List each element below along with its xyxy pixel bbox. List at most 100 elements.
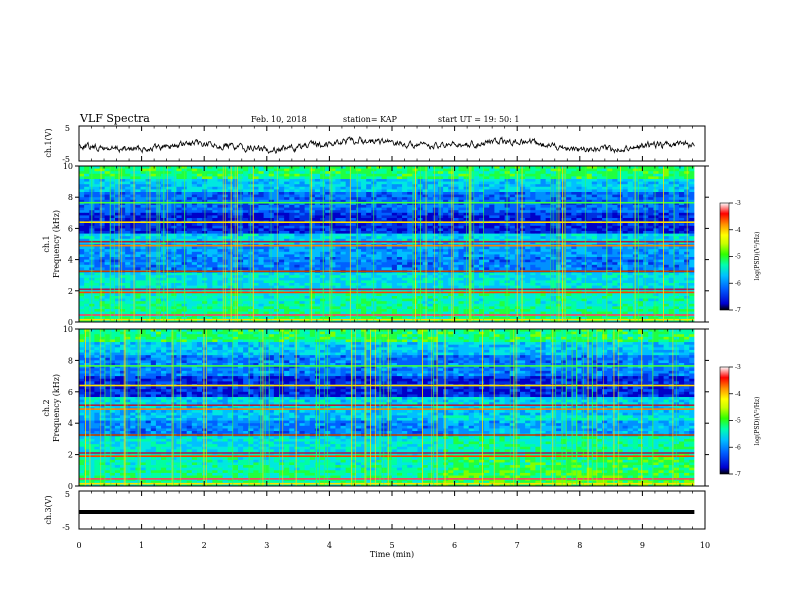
spectrogram-cell [391,176,398,180]
spectrogram-cell [494,205,500,208]
spectrogram-cell [145,249,152,253]
spectrogram-cell [109,233,116,237]
spectrogram-cell [622,212,629,216]
spectrogram-cell [109,241,116,245]
spectrogram-cell [437,168,444,172]
spectrogram-cell [361,257,367,260]
spectrogram-cell [591,254,598,258]
spectrogram-cell [484,223,490,227]
spectrogram-cell [366,236,372,240]
spectrogram-cell [355,262,362,266]
spectrogram-cell [448,264,454,268]
spectrogram-cell [643,238,649,242]
spectrogram-cell [658,259,664,263]
spectrogram-cell [114,236,121,240]
spectrogram-cell [381,171,388,175]
spectrogram-cell [135,238,141,242]
spectrogram-cell [150,181,157,185]
spectrogram-cell [309,223,316,227]
spectrogram-cell [530,223,536,227]
spectrogram-cell [355,179,362,182]
spectrogram-cell [166,236,172,240]
spectrogram-cell [407,168,413,172]
spectrogram-cell [207,264,213,268]
spectrogram-cell [396,171,403,175]
spectrogram-cell [299,236,306,240]
spectrogram-cell [458,168,464,172]
spectrogram-cell [99,168,106,172]
spectrogram-cell [99,272,106,276]
spectrogram-cell [520,184,526,188]
spectrogram-cell [622,225,629,229]
spectrogram-cell [643,264,649,268]
spectrogram-cell [294,181,300,185]
spectrogram-cell [361,218,367,221]
spectrogram-cell [591,194,598,198]
spectrogram-cell [668,210,675,214]
spectrogram-cell [499,197,506,201]
spectrogram-cell [253,249,259,253]
spectrogram-cell [586,231,593,234]
spectrogram-cell [586,166,593,169]
spectrogram-cell [427,257,434,260]
spectrogram-cell [494,223,500,227]
spectrogram-cell [478,259,485,263]
spectrogram-cell [294,199,300,203]
spectrogram-cell [489,171,495,175]
spectrogram-cell [561,181,567,185]
spectrogram-cell [258,186,265,190]
spectrogram-cell [478,210,485,214]
spectrogram-cell [386,210,393,214]
spectrogram-cell [350,168,357,172]
spectrogram-cell [212,186,218,190]
spectrogram-cell [658,254,664,258]
spectrogram-cell [104,246,111,250]
spectrogram-cell [689,254,695,258]
spectrogram-cell [94,179,100,182]
spectrogram-cell [191,207,198,211]
spectrogram-cell [314,199,321,203]
spectrogram-cell [212,262,218,266]
spectrogram-cell [443,251,449,255]
spectrogram-cell [499,236,506,240]
spectrogram-cell [366,186,372,190]
spectrogram-cell [499,251,506,255]
spectrogram-cell [540,176,547,180]
spectrogram-cell [243,189,249,193]
spectrogram-cell [166,233,172,237]
spectrogram-cell [566,181,572,185]
spectrogram-cell [345,199,352,203]
spectrogram-cell [391,254,398,258]
spectrogram-cell [586,176,593,180]
spectrogram-cell [427,264,434,268]
spectrogram-cell [84,186,90,190]
spectrogram-cell [109,262,116,266]
spectrogram-cell [540,233,547,237]
spectrogram-cell [627,181,634,185]
spectrogram-cell [561,228,567,232]
spectrogram-cell [458,176,464,180]
waveform-ch1-trace [78,135,695,155]
spectrogram-cell [340,215,347,219]
spectrogram-cell [109,186,116,190]
spectrogram-cell [509,212,516,216]
spectrogram-cell [176,202,182,206]
spectrogram-cell [489,192,495,195]
spectrogram-cell [320,246,326,250]
spectrogram-cell [673,238,680,242]
spectrogram-cell [561,267,567,271]
spectrogram-cell [678,176,685,180]
spectrogram-cell [299,207,306,211]
spectrogram-cell [176,238,182,242]
spectrogram-cell [335,186,341,190]
spectrogram-cell [253,228,259,232]
spectrogram-cell [591,207,598,211]
spectrogram-cell [120,202,126,206]
spectrogram-cell [314,267,321,271]
spectrogram-cell [304,212,311,216]
spectrogram-cell [314,210,321,214]
spectrogram-cell [443,186,449,190]
spectrogram-cell [525,231,531,234]
spectrogram-cell [196,228,203,232]
